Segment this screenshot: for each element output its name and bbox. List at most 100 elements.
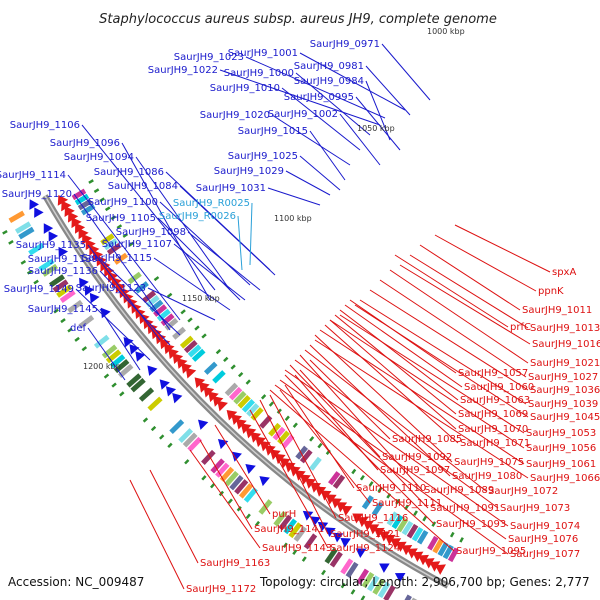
- reverse-gene-label: purH: [272, 509, 296, 520]
- reverse-gene-arrow: [325, 494, 337, 505]
- reverse-gene-label: SaurJH9_1039: [528, 399, 598, 410]
- rna-gene-connector: [249, 202, 253, 266]
- analysis-block: [105, 349, 122, 364]
- rna-gene-label: SaurJH9_R0025: [173, 198, 250, 209]
- gc-skew-tick: [282, 542, 288, 548]
- forward-gene-connector: [245, 56, 386, 119]
- forward-gene-connector: [147, 287, 216, 321]
- forward-gene-arrow: [310, 516, 321, 527]
- forward-gene-label: SaurJH9_1098: [116, 227, 186, 238]
- gc-skew-tick: [360, 595, 366, 600]
- forward-gene-label: SaurJH9_1106: [10, 120, 80, 131]
- gc-skew-tick: [350, 589, 356, 595]
- reverse-gene-connector: [149, 469, 199, 564]
- gc-skew-tick: [67, 327, 73, 333]
- gc-skew-tick: [292, 549, 298, 555]
- reverse-gene-arrow: [260, 440, 271, 452]
- reverse-gene-arrow: [240, 423, 252, 434]
- reverse-gene-arrow: [289, 466, 301, 477]
- forward-gene-connector: [295, 72, 371, 136]
- reverse-gene-arrow: [89, 244, 100, 256]
- reverse-gene-arrow: [352, 513, 364, 524]
- gc-skew-tick: [103, 373, 110, 379]
- gc-skew-tick: [119, 391, 125, 397]
- gc-skew-tick: [238, 371, 244, 378]
- reverse-gene-arrow: [155, 333, 167, 345]
- forward-gene-connector: [99, 308, 141, 371]
- forward-gene-label: SaurJH9_1020: [200, 110, 270, 121]
- analysis-block: [366, 575, 380, 592]
- forward-gene-connector: [99, 270, 171, 346]
- forward-gene-label: SaurJH9_1114: [0, 170, 66, 181]
- reverse-gene-label: SaurJH9_1063: [460, 395, 530, 406]
- forward-gene-connector: [219, 69, 381, 126]
- gc-skew-tick: [359, 474, 365, 481]
- analysis-block: [328, 471, 341, 486]
- reverse-gene-connector: [344, 304, 463, 388]
- forward-gene-arrow: [231, 451, 242, 462]
- analysis-block: [38, 258, 55, 272]
- analysis-block: [228, 386, 243, 401]
- forward-gene-label: SaurJH9_1120: [2, 189, 72, 200]
- analysis-block: [246, 403, 260, 417]
- reverse-gene-connector: [314, 339, 529, 479]
- reverse-gene-label: SaurJH9_1027: [528, 372, 598, 383]
- analysis-block: [201, 449, 216, 465]
- reverse-gene-label: SaurJH9_1070: [458, 424, 528, 435]
- analysis-block: [340, 558, 354, 575]
- reverse-gene-arrow: [357, 517, 369, 528]
- reverse-gene-label: SaurJH9_1091: [430, 503, 500, 514]
- analysis-block: [238, 483, 254, 499]
- analysis-block: [182, 432, 198, 448]
- reverse-gene-connector: [289, 364, 429, 509]
- reverse-gene-arrow: [199, 382, 210, 393]
- reverse-gene-label: spxA: [552, 267, 576, 278]
- reverse-gene-arrow: [264, 445, 276, 456]
- reverse-gene-connector: [199, 439, 253, 530]
- analysis-block: [288, 522, 303, 539]
- forward-gene-label: SaurJH9_1029: [214, 166, 284, 177]
- gc-skew-tick: [194, 325, 200, 331]
- gc-skew-tick: [128, 241, 135, 247]
- forward-gene-connector: [271, 114, 351, 166]
- reverse-gene-arrow: [159, 338, 171, 350]
- analysis-block: [59, 289, 76, 303]
- reverse-gene-label: SaurJH9_1071: [460, 438, 530, 449]
- reverse-gene-label: SaurJH9_1075: [454, 457, 524, 468]
- gc-skew-tick: [167, 442, 173, 448]
- reverse-gene-label: prfC: [510, 322, 531, 333]
- forward-gene-arrow: [332, 532, 344, 543]
- forward-gene-arrow: [165, 386, 177, 397]
- reverse-gene-connector: [319, 329, 525, 465]
- gc-skew-tick: [422, 515, 428, 522]
- kbp-marker-1000: 1000 kbp: [427, 27, 465, 36]
- forward-gene-connector: [81, 124, 216, 291]
- gc-skew-tick: [33, 279, 39, 285]
- forward-gene-connector: [173, 243, 246, 301]
- analysis-block: [113, 252, 128, 265]
- forward-gene-connector: [157, 217, 241, 301]
- gc-skew-tick: [184, 459, 190, 465]
- forward-gene-connector: [99, 258, 181, 336]
- forward-gene-label: SaurJH9_1115: [82, 253, 152, 264]
- reverse-gene-connector: [259, 399, 329, 535]
- reverse-gene-arrow: [68, 211, 79, 223]
- reverse-gene-connector: [129, 479, 185, 590]
- reverse-gene-arrow: [164, 343, 175, 355]
- forward-gene-arrow: [79, 277, 89, 289]
- forward-gene-connector: [67, 174, 181, 321]
- reverse-gene-arrow: [336, 502, 348, 513]
- gc-skew-tick: [60, 318, 66, 324]
- forward-gene-label: SaurJH9_1123: [76, 283, 146, 294]
- reverse-gene-label: SaurJH9_1060: [464, 382, 534, 393]
- gc-skew-tick: [292, 422, 298, 428]
- analysis-block: [334, 554, 349, 571]
- reverse-gene-label: SaurJH9_1021: [530, 358, 600, 369]
- reverse-gene-arrow: [236, 418, 247, 430]
- gc-skew-tick: [301, 556, 307, 562]
- analysis-block: [273, 510, 288, 527]
- forward-gene-connector: [365, 80, 391, 141]
- forward-gene-label: SaurJH9_1136: [28, 266, 98, 277]
